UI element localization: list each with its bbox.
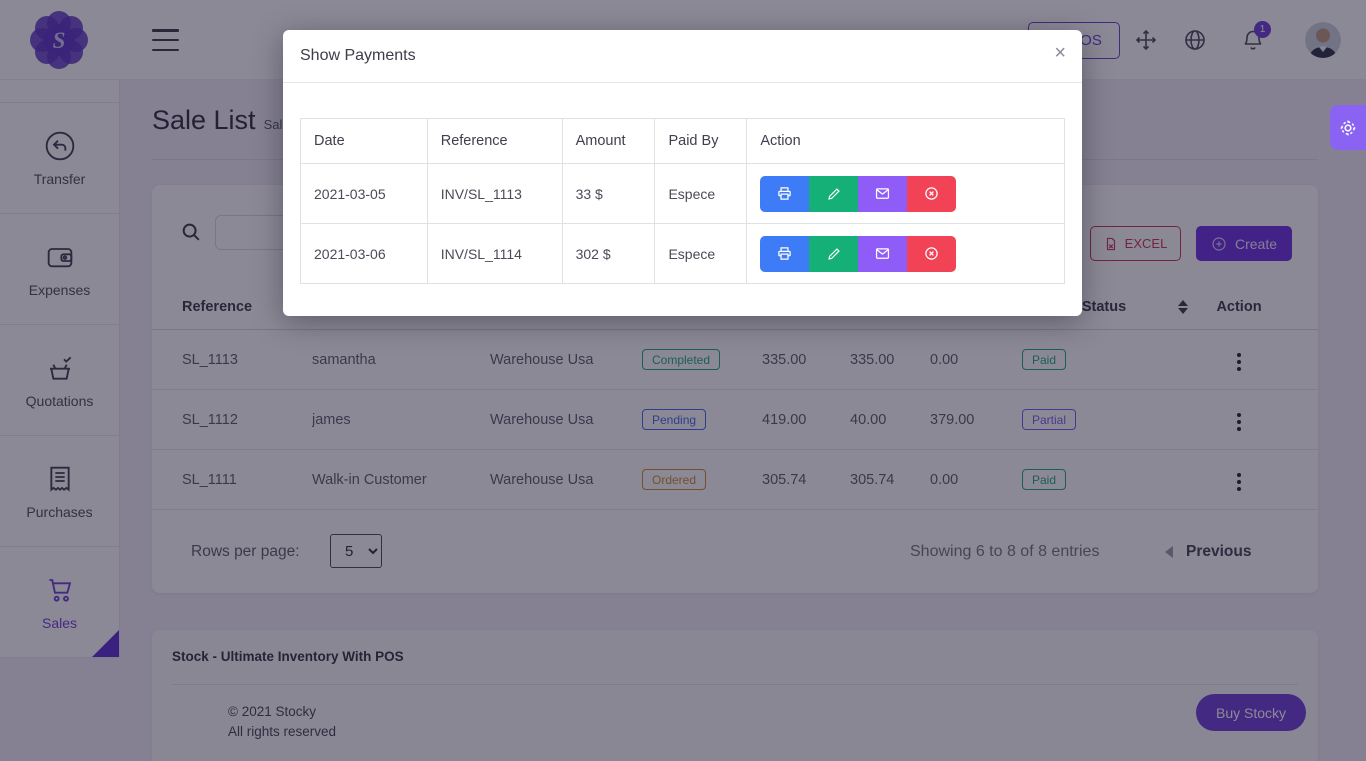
payment-row: 2021-03-05 INV/SL_1113 33 $ Espece bbox=[300, 163, 1065, 224]
delete-icon bbox=[925, 247, 939, 260]
email-button[interactable] bbox=[858, 175, 908, 212]
payments-table-header: Date Reference Amount Paid By Action bbox=[300, 118, 1065, 164]
show-payments-modal: Show Payments × Date Reference Amount Pa… bbox=[283, 30, 1082, 316]
edit-icon bbox=[828, 187, 840, 200]
settings-gear-button[interactable] bbox=[1330, 105, 1366, 150]
email-button[interactable] bbox=[858, 235, 908, 272]
cell-date: 2021-03-06 bbox=[300, 223, 428, 284]
print-button[interactable] bbox=[760, 175, 810, 212]
payment-actions bbox=[760, 175, 957, 212]
col-header-action: Action bbox=[746, 118, 1065, 164]
modal-header: Show Payments × bbox=[283, 30, 1082, 83]
cell-paid-by: Espece bbox=[654, 223, 748, 284]
edit-icon bbox=[828, 247, 840, 260]
delete-icon bbox=[925, 187, 939, 200]
close-icon[interactable]: × bbox=[1054, 42, 1066, 64]
cell-amount: 302 $ bbox=[561, 223, 656, 284]
email-icon bbox=[876, 188, 890, 199]
email-icon bbox=[876, 248, 890, 259]
col-header-date: Date bbox=[300, 118, 428, 164]
col-header-paid-by: Paid By bbox=[654, 118, 748, 164]
modal-title: Show Payments bbox=[300, 47, 416, 64]
col-header-reference: Reference bbox=[426, 118, 563, 164]
cell-reference: INV/SL_1114 bbox=[426, 223, 563, 284]
cell-date: 2021-03-05 bbox=[300, 163, 428, 224]
edit-button[interactable] bbox=[809, 175, 859, 212]
cell-paid-by: Espece bbox=[654, 163, 748, 224]
payment-actions bbox=[760, 235, 957, 272]
print-icon bbox=[778, 247, 792, 260]
col-header-amount: Amount bbox=[561, 118, 656, 164]
delete-button[interactable] bbox=[907, 235, 957, 272]
payments-table: Date Reference Amount Paid By Action 202… bbox=[300, 118, 1065, 284]
payment-row: 2021-03-06 INV/SL_1114 302 $ Espece bbox=[300, 223, 1065, 284]
cell-amount: 33 $ bbox=[561, 163, 656, 224]
cell-reference: INV/SL_1113 bbox=[426, 163, 563, 224]
print-button[interactable] bbox=[760, 235, 810, 272]
print-icon bbox=[778, 187, 792, 200]
delete-button[interactable] bbox=[907, 175, 957, 212]
edit-button[interactable] bbox=[809, 235, 859, 272]
gear-icon bbox=[1340, 120, 1356, 135]
